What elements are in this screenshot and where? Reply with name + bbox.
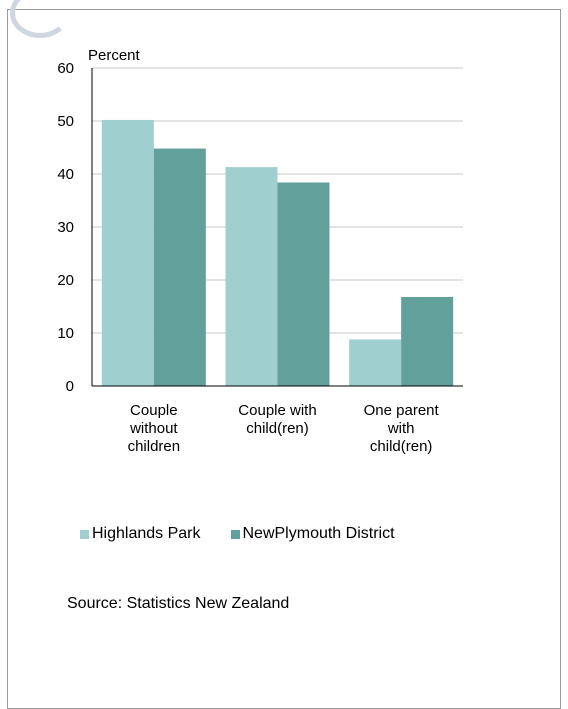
y-tick-label: 30 xyxy=(57,219,74,236)
source-note: Source: Statistics New Zealand xyxy=(67,595,290,612)
bar xyxy=(101,119,154,386)
corner-decoration xyxy=(10,0,70,38)
bar xyxy=(349,339,402,386)
legend-label-newplymouth-district: NewPlymouth District xyxy=(242,525,395,542)
y-axis-label: Percent xyxy=(88,47,141,64)
x-category-label: One parent with child(ren) xyxy=(364,402,440,455)
x-category-label-line: child(ren) xyxy=(246,420,309,437)
x-category-label: Couple without children xyxy=(128,402,181,455)
bar xyxy=(401,296,454,386)
legend-swatch-newplymouth-district xyxy=(230,529,240,539)
bar xyxy=(153,148,206,386)
x-category-label-line: with xyxy=(387,420,415,437)
legend-item-newplymouth-district: NewPlymouth District xyxy=(230,525,395,543)
legend-swatch-highlands-park xyxy=(80,529,89,539)
legend-item-highlands-park: Highlands Park xyxy=(80,525,201,543)
y-tick-label: 0 xyxy=(66,378,74,395)
y-tick-label: 10 xyxy=(57,325,74,342)
bar xyxy=(225,167,278,386)
x-category-label-line: Couple with xyxy=(238,402,316,419)
y-tick-label: 20 xyxy=(57,272,74,289)
bar-chart: 0 10 20 30 40 50 60 Percent Couple without childre… xyxy=(57,47,463,455)
x-category-label-line: children xyxy=(128,438,181,455)
chart-legend: Highlands Park NewPlymouth District xyxy=(80,525,425,543)
y-tick-label: 40 xyxy=(57,166,74,183)
y-tick-label: 50 xyxy=(57,113,74,130)
x-category-label-line: Couple xyxy=(130,402,178,419)
x-category-label-line: One parent xyxy=(364,402,440,419)
x-category-label: Couple with child(ren) xyxy=(238,402,316,437)
bar xyxy=(277,182,330,386)
legend-label-highlands-park: Highlands Park xyxy=(92,525,201,542)
x-category-label-line: without xyxy=(129,420,178,437)
y-tick-label: 60 xyxy=(57,60,74,77)
x-category-label-line: child(ren) xyxy=(370,438,433,455)
